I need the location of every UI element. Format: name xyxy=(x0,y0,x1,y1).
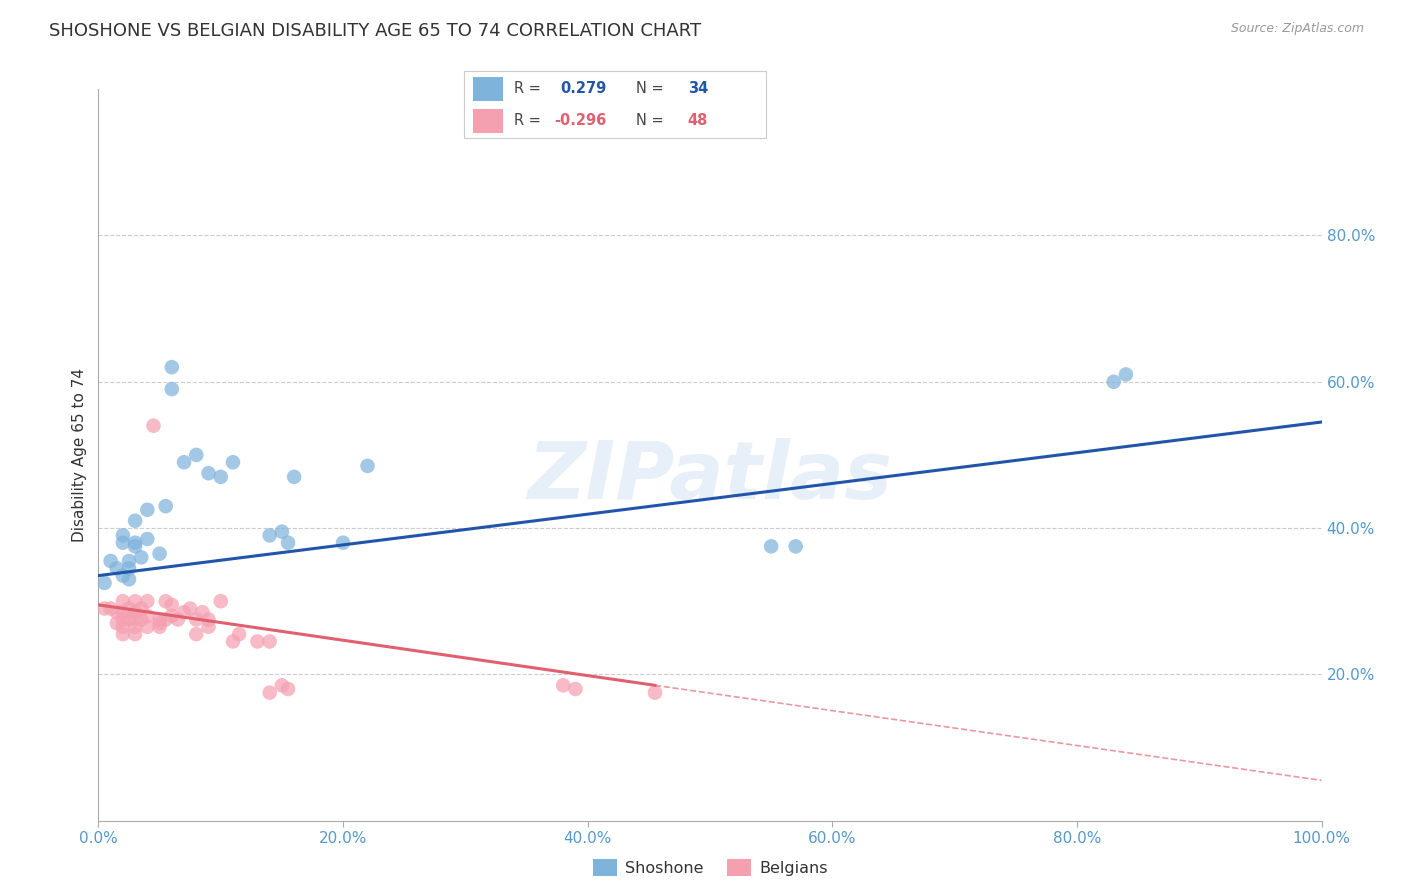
FancyBboxPatch shape xyxy=(472,77,503,101)
Text: Source: ZipAtlas.com: Source: ZipAtlas.com xyxy=(1230,22,1364,36)
Point xyxy=(149,613,172,627)
Text: 34: 34 xyxy=(688,81,709,96)
Legend: Shoshone, Belgians: Shoshone, Belgians xyxy=(586,853,834,882)
Point xyxy=(129,613,152,627)
Point xyxy=(155,613,177,627)
Point xyxy=(111,620,134,634)
Point xyxy=(259,686,281,700)
Point xyxy=(186,448,208,462)
Point xyxy=(136,608,159,623)
Point xyxy=(553,678,575,692)
Point xyxy=(124,620,146,634)
Point xyxy=(111,568,134,582)
Text: N =: N = xyxy=(637,113,664,128)
Point xyxy=(167,613,190,627)
Point xyxy=(160,360,183,375)
Point xyxy=(136,594,159,608)
Point xyxy=(111,528,134,542)
Text: N =: N = xyxy=(637,81,664,96)
Point xyxy=(118,561,141,575)
Point xyxy=(142,418,165,433)
Point xyxy=(160,598,183,612)
Point xyxy=(111,627,134,641)
Point xyxy=(186,613,208,627)
FancyBboxPatch shape xyxy=(472,109,503,133)
Text: -0.296: -0.296 xyxy=(554,113,607,128)
Point xyxy=(197,620,219,634)
Point xyxy=(785,539,807,553)
Point xyxy=(197,466,219,480)
Text: ZIPatlas: ZIPatlas xyxy=(527,438,893,516)
Point xyxy=(1102,375,1125,389)
Point xyxy=(160,608,183,623)
Point xyxy=(136,532,159,546)
Point xyxy=(191,605,214,619)
Point xyxy=(111,594,134,608)
Point xyxy=(259,634,281,648)
Point xyxy=(644,686,666,700)
Point xyxy=(124,539,146,553)
Point xyxy=(111,535,134,549)
Point xyxy=(105,561,128,575)
Point xyxy=(124,605,146,619)
Text: 48: 48 xyxy=(688,113,709,128)
Point xyxy=(124,613,146,627)
Point xyxy=(111,613,134,627)
Y-axis label: Disability Age 65 to 74: Disability Age 65 to 74 xyxy=(72,368,87,542)
Point xyxy=(246,634,269,648)
Point xyxy=(209,470,232,484)
Point xyxy=(209,594,232,608)
Text: R =: R = xyxy=(513,81,541,96)
Point xyxy=(564,681,586,696)
Point xyxy=(93,601,115,615)
Point xyxy=(155,594,177,608)
Text: R =: R = xyxy=(513,113,541,128)
Point xyxy=(277,535,299,549)
Point xyxy=(100,554,122,568)
Point xyxy=(270,524,294,539)
Point xyxy=(111,605,134,619)
Text: 0.279: 0.279 xyxy=(561,81,607,96)
Point xyxy=(149,616,172,631)
Point xyxy=(179,601,201,615)
Point xyxy=(124,514,146,528)
Text: SHOSHONE VS BELGIAN DISABILITY AGE 65 TO 74 CORRELATION CHART: SHOSHONE VS BELGIAN DISABILITY AGE 65 TO… xyxy=(49,22,702,40)
FancyBboxPatch shape xyxy=(464,71,766,138)
Point xyxy=(155,499,177,513)
Point xyxy=(93,576,115,591)
Point xyxy=(259,528,281,542)
Point xyxy=(283,470,305,484)
Point xyxy=(160,382,183,396)
Point xyxy=(129,601,152,615)
Point xyxy=(277,681,299,696)
Point xyxy=(270,678,294,692)
Point xyxy=(129,550,152,565)
Point xyxy=(105,605,128,619)
Point xyxy=(761,539,783,553)
Point xyxy=(124,627,146,641)
Point xyxy=(124,594,146,608)
Point xyxy=(1115,368,1137,382)
Point xyxy=(173,455,195,469)
Point xyxy=(149,547,172,561)
Point xyxy=(149,620,172,634)
Point xyxy=(118,572,141,586)
Point xyxy=(118,613,141,627)
Point xyxy=(118,554,141,568)
Point xyxy=(124,535,146,549)
Point xyxy=(332,535,354,549)
Point xyxy=(136,620,159,634)
Point xyxy=(186,627,208,641)
Point xyxy=(197,613,219,627)
Point xyxy=(222,634,245,648)
Point xyxy=(228,627,250,641)
Point xyxy=(136,503,159,517)
Point xyxy=(105,616,128,631)
Point xyxy=(100,601,122,615)
Point xyxy=(356,458,378,473)
Point xyxy=(222,455,245,469)
Point xyxy=(173,605,195,619)
Point xyxy=(118,601,141,615)
